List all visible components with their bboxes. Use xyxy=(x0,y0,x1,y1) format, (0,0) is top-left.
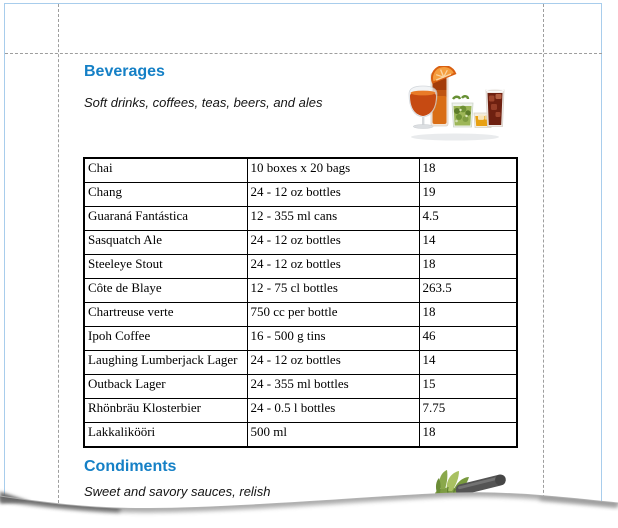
tall-orange-drink xyxy=(430,66,457,127)
condiments-section-title: Condiments xyxy=(84,458,177,475)
quantity-cell: 16 - 500 g tins xyxy=(246,326,420,351)
quantity-cell: 10 boxes x 20 bags xyxy=(246,157,420,183)
quantity-cell: 750 cc per bottle xyxy=(246,302,420,327)
table-row: Steeleye Stout 24 - 12 oz bottles 18 xyxy=(83,254,518,279)
price-cell: 18 xyxy=(418,157,518,183)
product-name-cell: Rhönbräu Klosterbier xyxy=(83,398,248,423)
top-margin-line xyxy=(5,53,602,54)
quantity-cell: 24 - 355 ml bottles xyxy=(246,374,420,399)
product-name-cell: Lakkalikööri xyxy=(83,422,248,448)
table-row: Ipoh Coffee 16 - 500 g tins 46 xyxy=(83,326,518,351)
page-curl-shadow xyxy=(0,491,618,528)
price-cell: 7.75 xyxy=(418,398,518,423)
table-row: Chai 10 boxes x 20 bags 18 xyxy=(83,157,518,183)
quantity-cell: 24 - 12 oz bottles xyxy=(246,230,420,255)
right-margin-line xyxy=(543,4,544,528)
left-margin-line xyxy=(58,4,59,528)
table-row: Guaraná Fantástica 12 - 355 ml cans 4.5 xyxy=(83,206,518,231)
table-row: Côte de Blaye 12 - 75 cl bottles 263.5 xyxy=(83,278,518,303)
product-name-cell: Sasquatch Ale xyxy=(83,230,248,255)
product-name-cell: Côte de Blaye xyxy=(83,278,248,303)
beverages-section-description: Soft drinks, coffees, teas, beers, and a… xyxy=(84,95,323,110)
mojito-glass xyxy=(451,95,474,128)
quantity-cell: 24 - 0.5 l bottles xyxy=(246,398,420,423)
product-name-cell: Outback Lager xyxy=(83,374,248,399)
quantity-cell: 24 - 12 oz bottles xyxy=(246,182,420,207)
price-cell: 4.5 xyxy=(418,206,518,231)
table-row: Outback Lager 24 - 355 ml bottles 15 xyxy=(83,374,518,399)
product-name-cell: Laughing Lumberjack Lager xyxy=(83,350,248,375)
product-name-cell: Steeleye Stout xyxy=(83,254,248,279)
price-cell: 15 xyxy=(418,374,518,399)
table-row: Sasquatch Ale 24 - 12 oz bottles 14 xyxy=(83,230,518,255)
product-name-cell: Ipoh Coffee xyxy=(83,326,248,351)
price-cell: 46 xyxy=(418,326,518,351)
quantity-cell: 12 - 355 ml cans xyxy=(246,206,420,231)
table-row: Chang 24 - 12 oz bottles 19 xyxy=(83,182,518,207)
quantity-cell: 500 ml xyxy=(246,422,420,448)
cola-glass xyxy=(485,88,505,127)
drinks-glasses-photo xyxy=(408,66,505,141)
table-row: Chartreuse verte 750 cc per bottle 18 xyxy=(83,302,518,327)
quantity-cell: 24 - 12 oz bottles xyxy=(246,350,420,375)
product-name-cell: Chang xyxy=(83,182,248,207)
condiments-section-description: Sweet and savory sauces, relish xyxy=(84,484,271,499)
quantity-cell: 24 - 12 oz bottles xyxy=(246,254,420,279)
price-cell: 19 xyxy=(418,182,518,207)
product-name-cell: Chai xyxy=(83,157,248,183)
price-cell: 18 xyxy=(418,302,518,327)
product-name-cell: Chartreuse verte xyxy=(83,302,248,327)
price-cell: 18 xyxy=(418,422,518,448)
price-cell: 18 xyxy=(418,254,518,279)
quantity-cell: 12 - 75 cl bottles xyxy=(246,278,420,303)
beverages-products-table: Chai 10 boxes x 20 bags 18 Chang 24 - 12… xyxy=(83,157,518,448)
brandy-snifter xyxy=(408,85,438,129)
price-cell: 14 xyxy=(418,350,518,375)
price-cell: 263.5 xyxy=(418,278,518,303)
orange-slice xyxy=(431,66,457,84)
product-name-cell: Guaraná Fantástica xyxy=(83,206,248,231)
price-cell: 14 xyxy=(418,230,518,255)
beverages-section-title: Beverages xyxy=(84,63,165,80)
table-row: Laughing Lumberjack Lager 24 - 12 oz bot… xyxy=(83,350,518,375)
table-row: Rhönbräu Klosterbier 24 - 0.5 l bottles … xyxy=(83,398,518,423)
table-row: Lakkalikööri 500 ml 18 xyxy=(83,422,518,448)
